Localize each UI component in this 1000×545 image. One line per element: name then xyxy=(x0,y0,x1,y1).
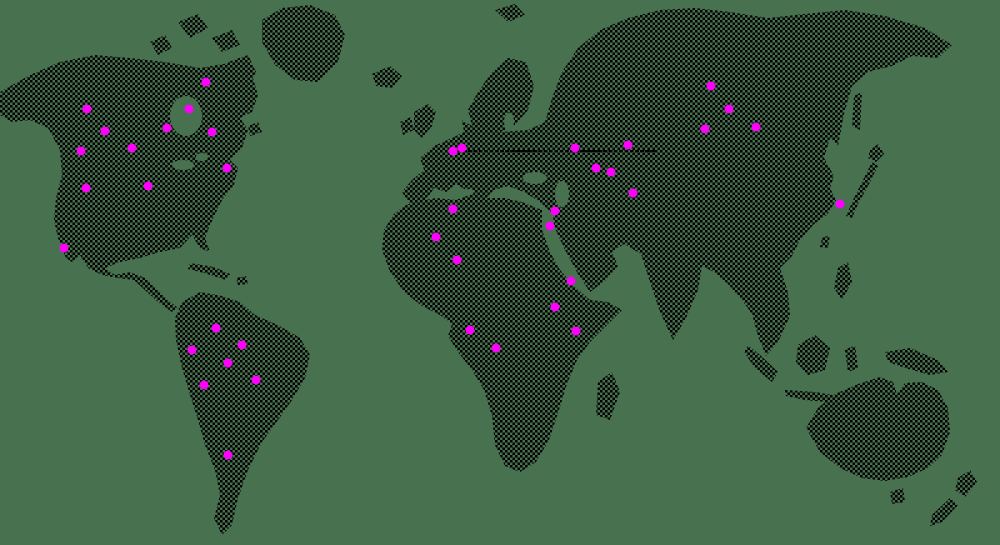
islands-british-isles xyxy=(400,104,436,138)
location-marker-north-america[interactable] xyxy=(222,163,232,173)
islands-indonesia xyxy=(744,335,948,403)
location-marker-north-america[interactable] xyxy=(201,77,211,87)
location-marker-asia[interactable] xyxy=(706,81,716,91)
location-marker-north-america[interactable] xyxy=(82,104,92,114)
location-marker-asia[interactable] xyxy=(835,199,845,209)
continent-eurasia xyxy=(402,8,952,356)
continent-africa xyxy=(382,194,622,472)
island-iceland xyxy=(372,66,402,88)
hudson-bay-water xyxy=(170,96,202,136)
location-marker-north-america[interactable] xyxy=(143,181,153,191)
location-marker-asia[interactable] xyxy=(606,167,616,177)
location-marker-middle-east[interactable] xyxy=(550,206,560,216)
location-marker-south-america[interactable] xyxy=(199,380,209,390)
location-marker-north-america[interactable] xyxy=(59,243,69,253)
location-marker-africa[interactable] xyxy=(571,326,581,336)
island-greenland xyxy=(262,5,345,82)
location-marker-europe[interactable] xyxy=(457,143,467,153)
caribbean-islands xyxy=(188,263,248,285)
location-marker-africa[interactable] xyxy=(448,204,458,214)
location-marker-asia[interactable] xyxy=(591,163,601,173)
location-marker-africa[interactable] xyxy=(566,276,576,286)
location-marker-middle-east[interactable] xyxy=(545,221,555,231)
location-marker-south-america[interactable] xyxy=(187,345,197,355)
location-marker-asia[interactable] xyxy=(628,188,638,198)
arctic-islands xyxy=(150,14,262,136)
markers-layer xyxy=(59,77,845,460)
location-marker-south-america[interactable] xyxy=(251,375,261,385)
island-svalbard xyxy=(495,4,525,22)
islands-new-zealand xyxy=(930,470,977,526)
location-marker-north-america[interactable] xyxy=(207,127,217,137)
caspian-sea-water xyxy=(555,181,569,207)
island-madagascar xyxy=(596,372,620,420)
location-marker-europe[interactable] xyxy=(448,146,458,156)
continent-australia xyxy=(806,377,950,504)
location-marker-asia[interactable] xyxy=(751,122,761,132)
location-marker-asia[interactable] xyxy=(623,140,633,150)
location-marker-north-america[interactable] xyxy=(184,104,194,114)
islands-taiwan-philippines xyxy=(820,235,852,300)
location-marker-africa[interactable] xyxy=(452,255,462,265)
location-marker-africa[interactable] xyxy=(465,325,475,335)
location-marker-africa[interactable] xyxy=(431,232,441,242)
location-marker-north-america[interactable] xyxy=(76,146,86,156)
location-marker-africa[interactable] xyxy=(550,302,560,312)
black-sea-water xyxy=(523,172,547,184)
location-marker-south-america[interactable] xyxy=(223,450,233,460)
inland-water xyxy=(170,96,569,207)
location-marker-africa[interactable] xyxy=(491,343,501,353)
location-marker-south-america[interactable] xyxy=(211,323,221,333)
continent-south-america xyxy=(175,292,310,535)
location-marker-asia[interactable] xyxy=(700,124,710,134)
islands-japan xyxy=(846,92,884,218)
location-marker-asia[interactable] xyxy=(570,143,580,153)
location-marker-north-america[interactable] xyxy=(162,123,172,133)
location-marker-north-america[interactable] xyxy=(100,126,110,136)
location-marker-asia[interactable] xyxy=(724,104,734,114)
location-marker-north-america[interactable] xyxy=(81,183,91,193)
location-marker-south-america[interactable] xyxy=(223,358,233,368)
great-lakes-water xyxy=(172,160,194,170)
baltic-sea-water xyxy=(504,113,514,131)
location-marker-north-america[interactable] xyxy=(127,143,137,153)
location-marker-south-america[interactable] xyxy=(237,340,247,350)
great-lakes-water xyxy=(196,153,208,161)
